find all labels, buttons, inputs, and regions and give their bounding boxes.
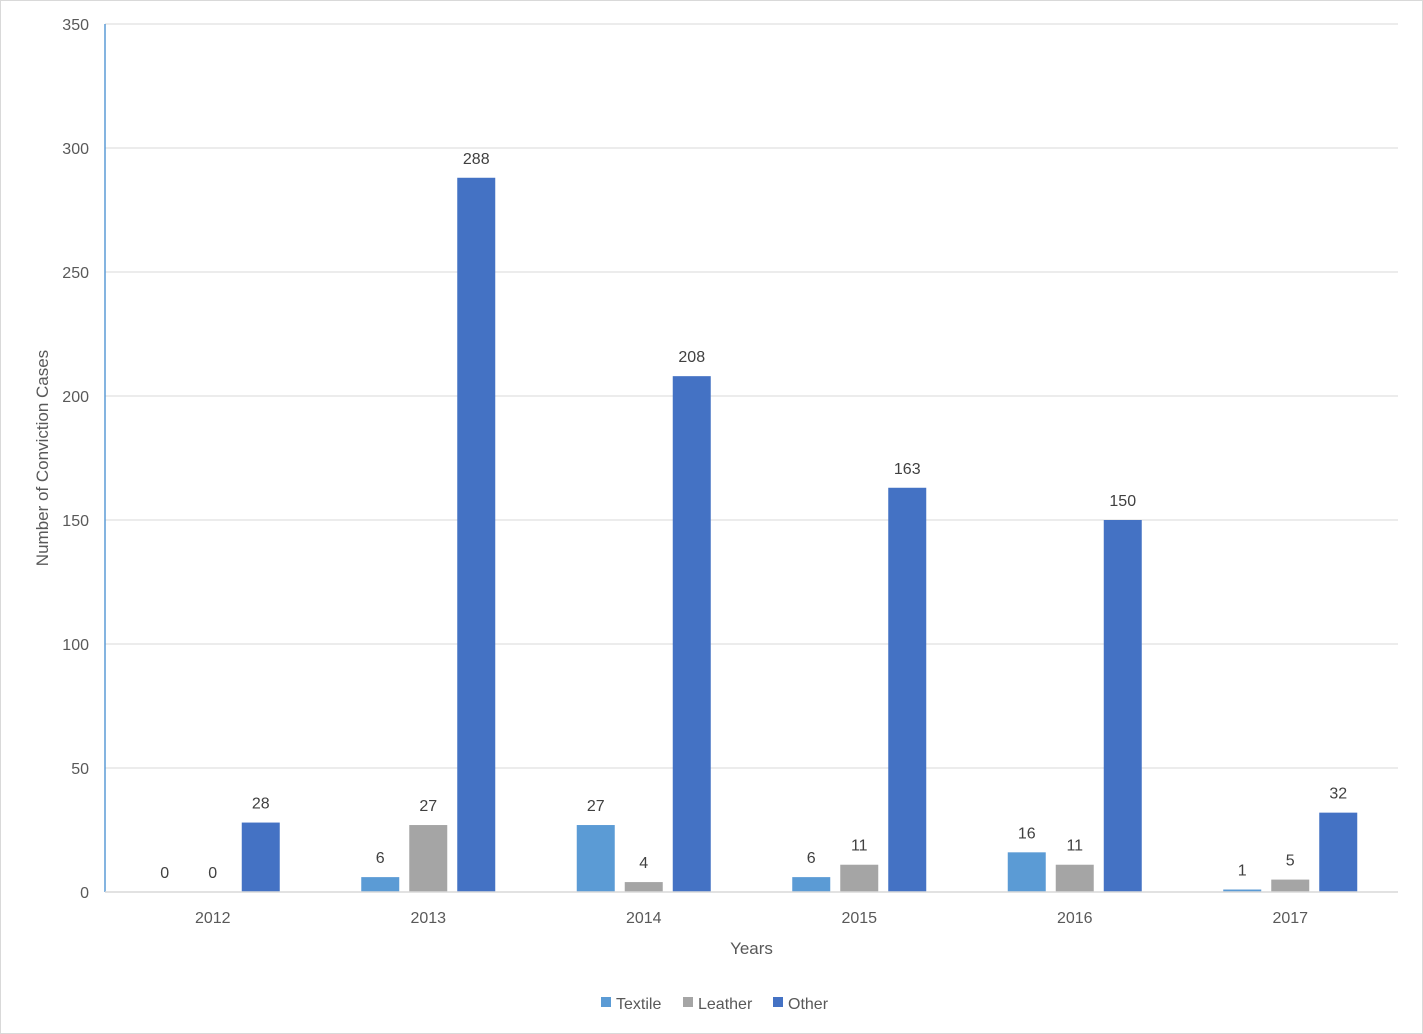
legend-swatch-textile: [601, 997, 611, 1007]
y-tick-label: 150: [62, 513, 89, 530]
data-labels: 0 0 28 6 27 288 27 4 208 6 11 163 16 11 150 1 5 32: [160, 151, 1347, 882]
x-axis-title: Years: [730, 939, 773, 958]
data-label-other-2017: 32: [1329, 786, 1347, 803]
legend-label-textile: Textile: [616, 996, 661, 1013]
data-label-textile-2015: 6: [807, 850, 816, 867]
data-label-textile-2017: 1: [1238, 863, 1247, 880]
data-label-leather-2014: 4: [639, 855, 648, 872]
bar-leather-2014: [624, 882, 663, 892]
x-tick-label: 2013: [410, 910, 446, 927]
legend-label-other: Other: [788, 996, 829, 1013]
legend-item-textile: Textile: [601, 996, 661, 1013]
data-label-leather-2013: 27: [419, 798, 437, 815]
legend: Textile Leather Other: [601, 996, 829, 1013]
y-tick-label: 0: [80, 885, 89, 902]
data-label-other-2012: 28: [252, 796, 270, 813]
bars: [241, 177, 1358, 892]
bar-other-2013: [457, 177, 496, 892]
x-tick-label: 2017: [1272, 910, 1308, 927]
bar-leather-2013: [409, 825, 448, 892]
gridlines: [105, 23, 1398, 769]
bar-leather-2015: [840, 864, 879, 892]
bar-textile-2013: [361, 877, 400, 892]
x-tick-label: 2015: [841, 910, 877, 927]
data-label-textile-2016: 16: [1018, 825, 1036, 842]
y-axis-title: Number of Conviction Cases: [33, 350, 52, 566]
bar-other-2014: [672, 376, 711, 892]
data-label-leather-2015: 11: [851, 838, 868, 855]
data-label-other-2015: 163: [894, 461, 921, 478]
y-tick-label: 50: [71, 761, 89, 778]
data-label-other-2016: 150: [1109, 493, 1136, 510]
y-tick-label: 100: [62, 637, 89, 654]
legend-item-other: Other: [773, 996, 829, 1013]
data-label-leather-2017: 5: [1286, 853, 1295, 870]
x-tick-label: 2012: [195, 910, 231, 927]
data-label-textile-2013: 6: [376, 850, 385, 867]
y-tick-label: 300: [62, 141, 89, 158]
bar-other-2017: [1319, 812, 1358, 892]
bar-leather-2017: [1271, 879, 1310, 892]
y-tick-label: 200: [62, 389, 89, 406]
y-tick-label: 250: [62, 265, 89, 282]
x-tick-label: 2014: [626, 910, 662, 927]
bar-textile-2015: [792, 877, 831, 892]
data-label-leather-2016: 11: [1066, 838, 1083, 855]
x-tick-label: 2016: [1057, 910, 1093, 927]
bar-textile-2014: [576, 825, 615, 892]
legend-swatch-other: [773, 997, 783, 1007]
bar-textile-2017: [1223, 889, 1262, 892]
data-label-other-2014: 208: [678, 349, 705, 366]
data-label-textile-2012: 0: [160, 865, 169, 882]
bar-leather-2016: [1055, 864, 1094, 892]
data-label-leather-2012: 0: [208, 865, 217, 882]
bar-other-2012: [241, 822, 280, 892]
legend-item-leather: Leather: [683, 996, 753, 1013]
data-label-other-2013: 288: [463, 151, 490, 168]
bar-other-2015: [888, 487, 927, 892]
bar-textile-2016: [1007, 852, 1046, 892]
bar-other-2016: [1103, 520, 1142, 892]
legend-label-leather: Leather: [698, 996, 753, 1013]
legend-swatch-leather: [683, 997, 693, 1007]
data-label-textile-2014: 27: [587, 798, 605, 815]
y-tick-label: 350: [62, 17, 89, 34]
